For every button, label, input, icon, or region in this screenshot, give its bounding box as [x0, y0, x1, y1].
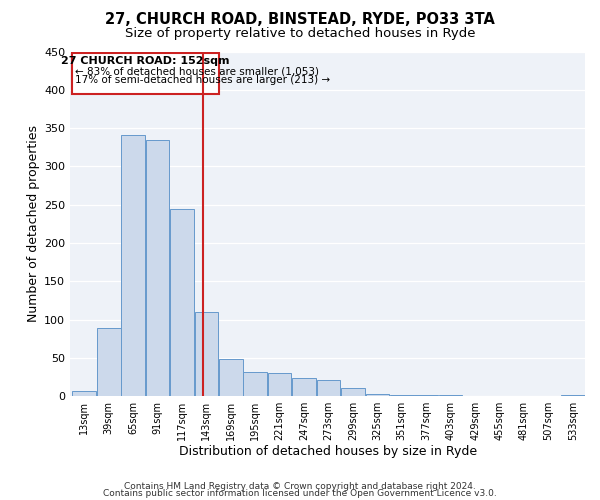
Text: Contains HM Land Registry data © Crown copyright and database right 2024.: Contains HM Land Registry data © Crown c… [124, 482, 476, 491]
Text: Contains public sector information licensed under the Open Government Licence v3: Contains public sector information licen… [103, 489, 497, 498]
Text: Size of property relative to detached houses in Ryde: Size of property relative to detached ho… [125, 28, 475, 40]
Text: 17% of semi-detached houses are larger (213) →: 17% of semi-detached houses are larger (… [75, 75, 330, 85]
Bar [170, 209, 194, 396]
X-axis label: Distribution of detached houses by size in Ryde: Distribution of detached houses by size … [179, 444, 476, 458]
Bar [365, 394, 389, 396]
Text: ← 83% of detached houses are smaller (1,053): ← 83% of detached houses are smaller (1,… [75, 66, 319, 76]
Bar [219, 360, 242, 396]
Bar [121, 135, 145, 396]
Bar [317, 380, 340, 396]
Text: 27, CHURCH ROAD, BINSTEAD, RYDE, PO33 3TA: 27, CHURCH ROAD, BINSTEAD, RYDE, PO33 3T… [105, 12, 495, 28]
Bar [268, 373, 292, 396]
FancyBboxPatch shape [71, 53, 218, 94]
Bar [390, 394, 413, 396]
Bar [146, 140, 169, 396]
Bar [97, 328, 121, 396]
Bar [244, 372, 267, 396]
Y-axis label: Number of detached properties: Number of detached properties [27, 126, 40, 322]
Bar [73, 390, 96, 396]
Text: 27 CHURCH ROAD: 152sqm: 27 CHURCH ROAD: 152sqm [61, 56, 230, 66]
Bar [341, 388, 365, 396]
Bar [292, 378, 316, 396]
Bar [194, 312, 218, 396]
